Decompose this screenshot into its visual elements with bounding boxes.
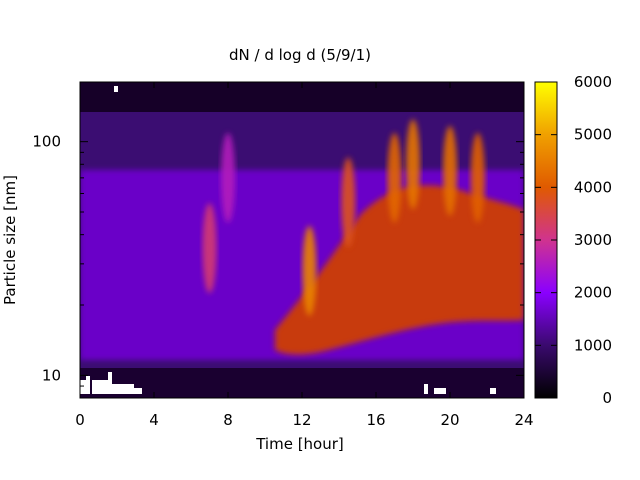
x-tick-label: 16 bbox=[366, 411, 385, 429]
event-hotspot bbox=[443, 125, 457, 216]
event-hotspot bbox=[470, 132, 485, 223]
growth-region bbox=[275, 185, 524, 355]
x-tick-label: 8 bbox=[223, 411, 233, 429]
x-tick-label: 0 bbox=[75, 411, 85, 429]
colorbar-tick-label: 4000 bbox=[574, 178, 612, 196]
x-tick-label: 20 bbox=[440, 411, 459, 429]
x-tick-label: 24 bbox=[514, 411, 533, 429]
y-axis-label: Particle size [nm] bbox=[1, 175, 19, 305]
heatmap-image bbox=[80, 82, 524, 398]
event-hotspot bbox=[302, 225, 317, 316]
colorbar-tick-label: 5000 bbox=[574, 126, 612, 144]
event-hotspot bbox=[406, 119, 420, 210]
colorbar-tick-label: 1000 bbox=[574, 336, 612, 354]
colorbar-tick-label: 2000 bbox=[574, 284, 612, 302]
x-tick-label: 4 bbox=[149, 411, 159, 429]
colorbar-tick-label: 6000 bbox=[574, 73, 612, 91]
missing-data-gaps bbox=[80, 86, 496, 394]
y-tick-label: 100 bbox=[32, 133, 61, 151]
event-hotspot bbox=[341, 157, 356, 248]
chart-title: dN / d log d (5/9/1) bbox=[229, 46, 371, 64]
colorbar-tick-label: 0 bbox=[602, 389, 612, 407]
y-tick-label: 10 bbox=[42, 366, 61, 384]
event-hotspot bbox=[387, 132, 402, 223]
event-hotspot bbox=[202, 203, 217, 294]
event-hotspot bbox=[221, 132, 235, 223]
x-axis-label: Time [hour] bbox=[255, 435, 344, 453]
x-tick-label: 12 bbox=[292, 411, 311, 429]
colorbar-tick-label: 3000 bbox=[574, 231, 612, 249]
